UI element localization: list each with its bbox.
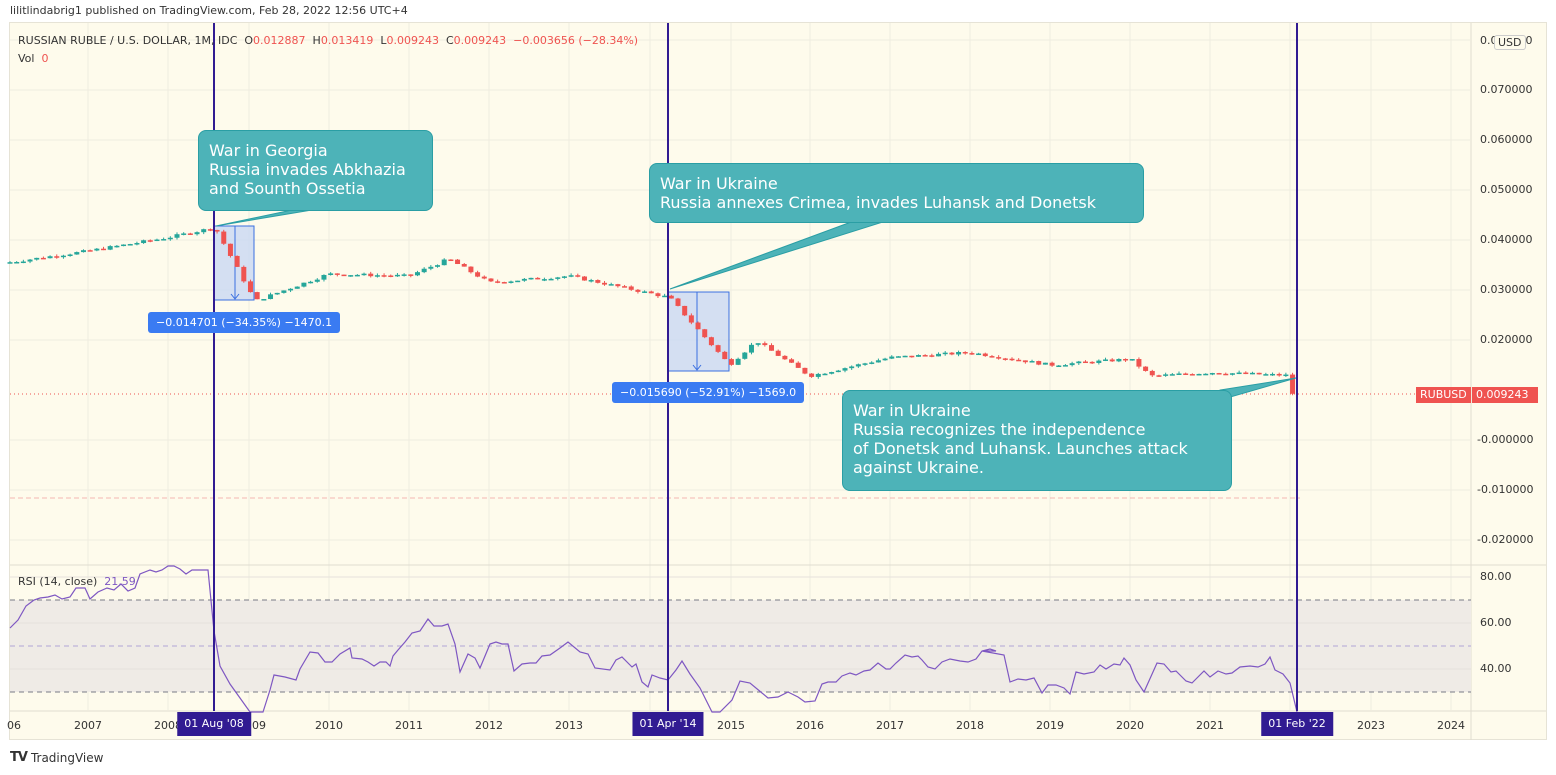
rsi-level-lines bbox=[10, 599, 1471, 693]
x-tick: 2023 bbox=[1357, 719, 1385, 732]
publisher-line: lilitlindabrig1 published on TradingView… bbox=[10, 4, 408, 17]
volume-legend[interactable]: Vol 0 bbox=[18, 52, 48, 65]
x-tick: 2010 bbox=[315, 719, 343, 732]
x-tick: 2007 bbox=[74, 719, 102, 732]
x-tick: 2016 bbox=[796, 719, 824, 732]
vol-label: Vol bbox=[18, 52, 35, 65]
rsi-legend[interactable]: RSI (14, close) 21.59 bbox=[18, 575, 136, 588]
x-tick: 2024 bbox=[1437, 719, 1465, 732]
x-tick: 06 bbox=[7, 719, 21, 732]
measure-label-2014[interactable]: −0.015690 (−52.91%) −1569.0 bbox=[612, 382, 805, 403]
y-tick: 0.020000 bbox=[1480, 333, 1533, 346]
currency-badge[interactable]: USD bbox=[1494, 35, 1526, 50]
measure-label-2008[interactable]: −0.014701 (−34.35%) −1470.1 bbox=[148, 312, 341, 333]
rsi-y-tick: 80.00 bbox=[1480, 570, 1512, 583]
y-tick: 0.070000 bbox=[1480, 83, 1533, 96]
candlestick-series[interactable] bbox=[7, 228, 1296, 396]
low-value: 0.009243 bbox=[386, 34, 439, 47]
high-value: 0.013419 bbox=[320, 34, 374, 47]
y-tick: -0.020000 bbox=[1477, 533, 1534, 546]
x-tick: 2008 bbox=[154, 719, 182, 732]
symbol-price-tag: RUBUSD bbox=[1416, 387, 1471, 403]
y-tick: 0.050000 bbox=[1480, 183, 1533, 196]
symbol-legend[interactable]: RUSSIAN RUBLE / U.S. DOLLAR, 1M, IDC O0.… bbox=[18, 34, 638, 47]
y-tick: 0.060000 bbox=[1480, 133, 1533, 146]
callout-2022[interactable]: War in Ukraine Russia recognizes the ind… bbox=[842, 390, 1232, 491]
callout-pointer-crimea bbox=[669, 214, 906, 290]
event-date-label-2022: 01 Feb '22 bbox=[1261, 712, 1333, 736]
event-date-label-2014: 01 Apr '14 bbox=[632, 712, 704, 736]
arrow-down-icon bbox=[230, 293, 240, 300]
rsi-y-tick: 40.00 bbox=[1480, 662, 1512, 675]
callout-crimea[interactable]: War in Ukraine Russia annexes Crimea, in… bbox=[649, 163, 1144, 223]
close-value: 0.009243 bbox=[453, 34, 507, 47]
close-label: C bbox=[445, 34, 454, 47]
event-date-label-2008: 01 Aug '08 bbox=[177, 712, 251, 736]
open-value: 0.012887 bbox=[253, 34, 306, 47]
arrow-down-icon bbox=[692, 364, 702, 371]
tradingview-logo-icon: TV bbox=[10, 750, 28, 765]
x-tick: 2017 bbox=[876, 719, 904, 732]
tradingview-logo[interactable]: TV TradingView bbox=[10, 750, 103, 765]
vol-value: 0 bbox=[41, 52, 49, 65]
symbol-title: RUSSIAN RUBLE / U.S. DOLLAR, 1M, IDC bbox=[18, 34, 238, 47]
y-tick: -0.010000 bbox=[1477, 483, 1534, 496]
high-label: H bbox=[312, 34, 321, 47]
tradingview-brand: TradingView bbox=[30, 750, 104, 765]
x-tick: 2021 bbox=[1196, 719, 1224, 732]
x-tick: 2015 bbox=[717, 719, 745, 732]
x-tick: 2011 bbox=[395, 719, 423, 732]
x-tick: 09 bbox=[252, 719, 266, 732]
last-price-tag: 0.009243 bbox=[1472, 387, 1538, 403]
rsi-grid bbox=[10, 576, 1471, 670]
rsi-label: RSI (14, close) bbox=[18, 575, 98, 588]
rsi-value: 21.59 bbox=[104, 575, 136, 588]
y-tick: 0.030000 bbox=[1480, 283, 1533, 296]
open-label: O bbox=[244, 34, 254, 47]
y-tick: 0.040000 bbox=[1480, 233, 1533, 246]
change-value: −0.003656 (−28.34%) bbox=[513, 34, 639, 47]
rsi-y-tick: 60.00 bbox=[1480, 616, 1512, 629]
x-tick: 2020 bbox=[1116, 719, 1144, 732]
x-tick: 2012 bbox=[475, 719, 503, 732]
x-tick: 2019 bbox=[1036, 719, 1064, 732]
callout-georgia[interactable]: War in Georgia Russia invades Abkhazia a… bbox=[198, 130, 433, 211]
measure-box-2008[interactable] bbox=[213, 225, 255, 301]
x-tick: 2018 bbox=[956, 719, 984, 732]
x-tick: 2013 bbox=[555, 719, 583, 732]
y-tick: -0.000000 bbox=[1477, 433, 1534, 446]
low-label: L bbox=[380, 34, 387, 47]
